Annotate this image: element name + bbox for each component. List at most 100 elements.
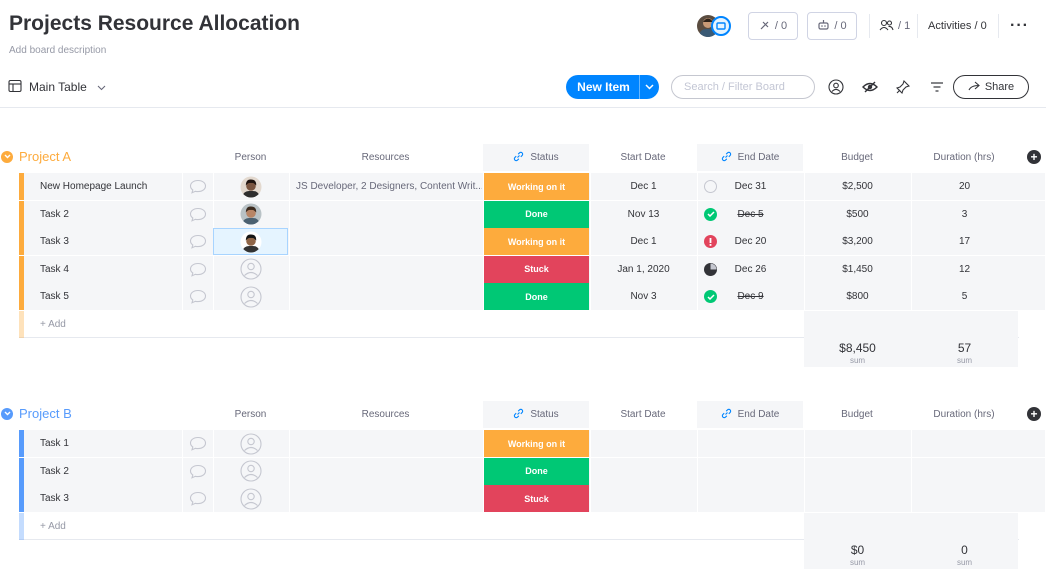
column-header-status[interactable]: Status	[483, 144, 589, 171]
item-name[interactable]: Task 5	[40, 291, 69, 302]
budget-cell[interactable]	[804, 485, 910, 512]
column-header-budget[interactable]: Budget	[841, 409, 873, 420]
start-date-cell[interactable]	[590, 430, 696, 457]
end-date-cell[interactable]: Dec 9	[697, 283, 803, 310]
start-date-cell[interactable]	[590, 485, 696, 512]
end-date-cell[interactable]: Dec 5	[697, 200, 803, 228]
chat-bubble-icon[interactable]	[182, 457, 213, 485]
item-name[interactable]: New Homepage Launch	[40, 181, 148, 192]
search-input[interactable]	[671, 75, 815, 99]
person-cell[interactable]	[213, 485, 288, 512]
resources-cell[interactable]	[289, 228, 482, 255]
new-item-button[interactable]: New Item	[566, 75, 659, 99]
share-button[interactable]: Share	[953, 75, 1029, 99]
budget-cell[interactable]: $500	[804, 200, 910, 228]
add-item-row[interactable]: + Add	[19, 513, 1019, 540]
budget-cell[interactable]	[804, 457, 910, 485]
board-title[interactable]: Projects Resource Allocation	[9, 12, 300, 35]
chat-bubble-icon[interactable]	[182, 283, 213, 310]
budget-cell[interactable]: $2,500	[804, 173, 910, 200]
end-date-cell[interactable]	[697, 457, 803, 485]
person-cell[interactable]	[213, 283, 288, 310]
pin-icon[interactable]	[895, 79, 911, 95]
status-badge[interactable]: Done	[483, 457, 589, 485]
duration-cell[interactable]	[911, 457, 1017, 485]
table-row[interactable]: Task 4 Stuck Jan 1, 2020 Dec 26 $1,450 12	[19, 255, 1045, 283]
table-row[interactable]: Task 1 Working on it	[19, 430, 1045, 457]
table-row[interactable]: Task 5 Done Nov 3 Dec 9 $800 5	[19, 283, 1045, 310]
end-date-cell[interactable]	[697, 485, 803, 512]
item-name[interactable]: Task 3	[40, 236, 69, 247]
column-header-person[interactable]: Person	[234, 152, 267, 163]
chat-bubble-icon[interactable]	[182, 430, 213, 457]
status-badge[interactable]: Working on it	[483, 173, 589, 200]
column-header-resources[interactable]: Resources	[361, 409, 410, 420]
start-date-cell[interactable]: Dec 1	[590, 173, 696, 200]
end-date-cell[interactable]	[697, 430, 803, 457]
start-date-cell[interactable]: Dec 1	[590, 228, 696, 255]
chevron-down-icon[interactable]	[1, 407, 13, 420]
column-header-end-date[interactable]: End Date	[697, 401, 803, 428]
filter-icon[interactable]	[929, 79, 945, 95]
person-cell[interactable]	[213, 200, 288, 228]
person-cell[interactable]	[213, 457, 288, 485]
add-item-row[interactable]: + Add	[19, 311, 1019, 338]
column-header-duration[interactable]: Duration (hrs)	[933, 152, 995, 163]
status-badge[interactable]: Stuck	[483, 485, 589, 512]
chat-bubble-icon[interactable]	[182, 255, 213, 283]
duration-cell[interactable]	[911, 430, 1017, 457]
eye-off-icon[interactable]	[862, 79, 878, 95]
chat-bubble-icon[interactable]	[182, 485, 213, 512]
duration-cell[interactable]: 17	[911, 228, 1017, 255]
status-badge[interactable]: Done	[483, 283, 589, 310]
group-title-project-b[interactable]: Project B	[1, 406, 72, 421]
end-date-cell[interactable]: Dec 20	[697, 228, 803, 255]
person-cell[interactable]	[213, 430, 288, 457]
view-selector[interactable]: Main Table	[8, 78, 106, 96]
column-header-duration[interactable]: Duration (hrs)	[933, 409, 995, 420]
add-column-button[interactable]: +	[1027, 407, 1041, 421]
table-row[interactable]: Task 3 Working on it Dec 1 Dec 20 $3,200 17	[19, 228, 1045, 255]
resources-cell[interactable]	[289, 457, 482, 485]
column-header-start-date[interactable]: Start Date	[620, 152, 666, 163]
duration-cell[interactable]	[911, 485, 1017, 512]
start-date-cell[interactable]: Nov 13	[590, 200, 696, 228]
activities-button[interactable]: Activities / 0	[928, 20, 987, 32]
item-name[interactable]: Task 2	[40, 465, 69, 477]
item-name[interactable]: Task 4	[40, 263, 69, 275]
table-row[interactable]: Task 3 Stuck	[19, 485, 1045, 512]
duration-cell[interactable]: 12	[911, 255, 1017, 283]
start-date-cell[interactable]: Jan 1, 2020	[590, 255, 696, 283]
budget-cell[interactable]: $3,200	[804, 228, 910, 255]
chat-bubble-icon[interactable]	[182, 228, 213, 255]
duration-cell[interactable]: 3	[911, 200, 1017, 228]
status-badge[interactable]: Working on it	[483, 228, 589, 255]
board-owner-avatars[interactable]	[697, 15, 737, 37]
status-badge[interactable]: Done	[483, 200, 589, 228]
start-date-cell[interactable]	[590, 457, 696, 485]
column-header-start-date[interactable]: Start Date	[620, 409, 666, 420]
members-button[interactable]: / 1	[879, 16, 910, 36]
item-name[interactable]: Task 2	[40, 208, 69, 220]
resources-cell[interactable]	[289, 283, 482, 310]
item-name[interactable]: Task 3	[40, 493, 69, 504]
person-cell[interactable]	[213, 173, 288, 200]
resources-cell[interactable]	[289, 200, 482, 228]
chat-bubble-icon[interactable]	[182, 173, 213, 200]
duration-cell[interactable]: 20	[911, 173, 1017, 200]
person-cell[interactable]	[213, 228, 288, 255]
group-title-project-a[interactable]: Project A	[1, 149, 71, 164]
duration-cell[interactable]: 5	[911, 283, 1017, 310]
add-column-button[interactable]: +	[1027, 150, 1041, 164]
integrations-button[interactable]: / 0	[748, 12, 798, 40]
chat-bubble-icon[interactable]	[182, 200, 213, 228]
chevron-down-icon[interactable]	[639, 75, 659, 99]
resources-cell[interactable]: JS Developer, 2 Designers, Content Writ.…	[289, 173, 482, 200]
column-header-resources[interactable]: Resources	[361, 152, 410, 163]
board-description[interactable]: Add board description	[9, 45, 107, 56]
person-cell[interactable]	[213, 255, 288, 283]
column-header-status[interactable]: Status	[483, 401, 589, 428]
more-options-icon[interactable]: ···	[1010, 17, 1029, 34]
status-badge[interactable]: Stuck	[483, 255, 589, 283]
column-header-end-date[interactable]: End Date	[697, 144, 803, 171]
